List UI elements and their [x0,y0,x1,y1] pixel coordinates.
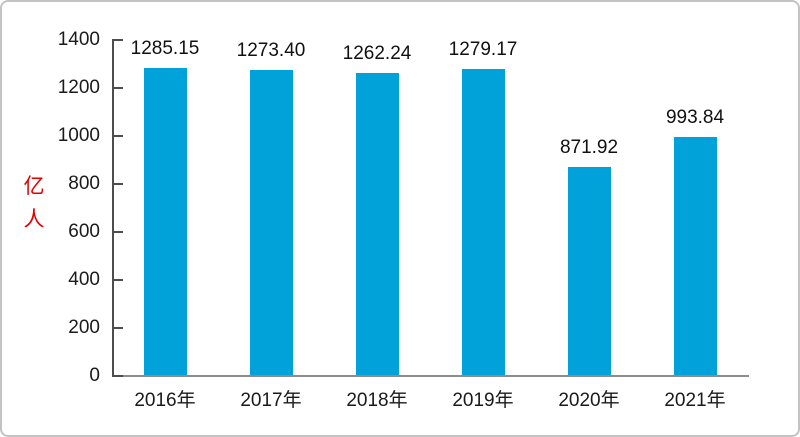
bar [567,166,611,375]
bar-value-label: 1279.17 [448,38,518,60]
bar-value-label: 1285.15 [130,37,200,59]
bar-value-label: 871.92 [559,136,619,158]
x-tick-label: 2016年 [134,390,196,411]
y-tick-label: 0 [89,365,100,386]
y-tick-label: 600 [68,221,100,242]
bar [143,67,187,375]
y-tick-mark [112,279,123,281]
y-axis-line [112,40,114,377]
x-tick-label: 2018年 [346,390,408,411]
bar [249,70,293,375]
y-axis-title-char: 人 [23,208,45,231]
x-tick-label: 2021年 [664,390,726,411]
y-tick-mark [112,87,123,89]
y-tick-mark [112,231,123,233]
y-tick-label: 800 [68,173,100,194]
y-tick-label: 200 [68,317,100,338]
y-tick-mark [112,39,123,41]
y-axis-title: 亿 人 [18,170,50,236]
y-tick-mark [112,327,123,329]
y-tick-label: 1200 [57,77,100,98]
x-tick-label: 2019年 [452,390,514,411]
bar-value-label: 993.84 [665,107,725,129]
y-axis-title-char: 亿 [23,175,45,198]
y-tick-label: 1400 [57,29,100,50]
bar [355,73,399,375]
bar-value-label: 1273.40 [236,40,306,62]
y-tick-label: 1000 [57,125,100,146]
x-tick-label: 2017年 [240,390,302,411]
bar [461,68,505,375]
y-tick-mark [112,183,123,185]
bar-value-label: 1262.24 [342,43,412,65]
x-tick-label: 2020年 [558,390,620,411]
y-tick-mark [112,375,123,377]
x-axis-line [112,375,749,377]
bar [673,137,717,375]
y-tick-mark [112,135,123,137]
y-tick-label: 400 [68,269,100,290]
